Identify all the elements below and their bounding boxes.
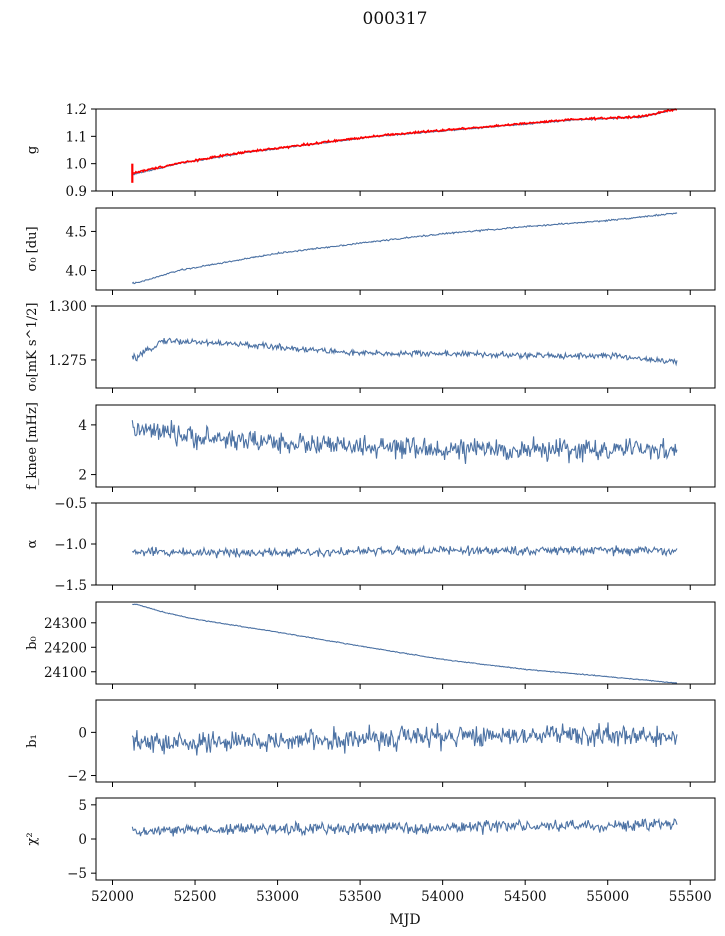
series-line-2-1 [131,212,678,285]
panel-frame-1 [95,108,716,192]
y-tick-label-2-2: 4.5 [66,224,87,240]
y-axis-label-6: b₀ [25,636,40,650]
y-tick-label-4-2: 4 [78,418,87,434]
y-tick-label-4-1: 2 [78,468,87,484]
x-tick-label-6: 54500 [504,889,547,905]
y-axis-label-3: σ₀[mK s^1/2] [25,303,40,392]
y-tick-label-3-1: 1.275 [48,353,87,369]
x-tick-label-1: 52000 [91,889,134,905]
x-tick-label-5: 54000 [421,889,464,905]
y-tick-label-7-2: 0 [78,725,87,741]
figure-title: 000317 [363,9,428,29]
panel-3: 1.275 1.300 σ₀[mK s^1/2] [25,299,716,393]
panel-frame-8 [95,797,716,881]
panel-2: 4.0 4.5 σ₀ [du] [25,207,716,295]
y-axis-label-7: b₁ [25,734,40,748]
series-line-6-1 [132,603,678,684]
panel-frame-7 [95,699,716,783]
series-line-5-1 [131,544,678,559]
panel-4: 2 4 f_knee [mHz] [25,402,716,492]
panel-8: −5 0 5 χ² [25,797,716,885]
y-axis-label-8: χ² [25,832,40,845]
y-tick-label-6-1: 24100 [44,665,87,681]
panel-frame-3 [95,305,716,389]
series-line-8-1 [131,817,678,837]
y-tick-label-7-1: −2 [67,769,87,785]
y-axis-label-4: f_knee [mHz] [25,402,40,490]
y-tick-label-1-4: 1.2 [66,102,87,118]
y-tick-label-8-2: 0 [78,832,87,848]
panel-frame-5 [95,502,716,586]
x-tick-label-3: 53000 [256,889,299,905]
x-tick-label-8: 55500 [669,889,712,905]
y-tick-label-2-1: 4.0 [66,263,87,279]
panel-6: 24100 24200 24300 b₀ [25,601,716,689]
y-tick-label-6-2: 24200 [44,640,87,656]
y-axis-label-2: σ₀ [du] [25,226,40,271]
series-line-7-1 [131,722,678,756]
x-axis-label: MJD [389,912,420,928]
series-line-1-2 [132,108,677,174]
y-axis-label-1: g [25,146,40,154]
panel-frame-6 [95,601,716,685]
y-tick-label-8-1: −5 [67,866,87,882]
panel-5: −1.5 −1.0 −0.5 α [25,496,716,594]
y-tick-label-5-2: −1.0 [54,537,87,553]
x-tick-label-7: 55000 [586,889,629,905]
x-tick-label-4: 53500 [339,889,382,905]
panel-frame-4 [95,404,716,488]
y-tick-label-1-1: 0.9 [66,184,87,200]
y-tick-label-5-3: −0.5 [54,496,87,512]
y-tick-label-1-2: 1.0 [66,157,87,173]
panel-1: 0.9 1.0 1.1 1.2 g [25,102,716,200]
y-tick-label-8-3: 5 [78,798,87,814]
series-line-3-1 [131,337,678,367]
y-tick-label-1-3: 1.1 [66,129,87,145]
y-tick-label-6-3: 24300 [44,616,87,632]
x-tick-label-2: 52500 [174,889,217,905]
y-tick-label-3-2: 1.300 [48,299,87,315]
panel-7: −2 0 b₁ [25,699,716,787]
panels: 0.9 1.0 1.1 1.2 g 4.0 4.5 σ₀ [du] 1.275 1.300 σ₀[m… [25,102,716,905]
panel-frame-2 [95,207,716,291]
y-tick-label-5-1: −1.5 [54,578,87,594]
y-axis-label-5: α [25,539,40,548]
series-line-4-1 [131,420,678,464]
